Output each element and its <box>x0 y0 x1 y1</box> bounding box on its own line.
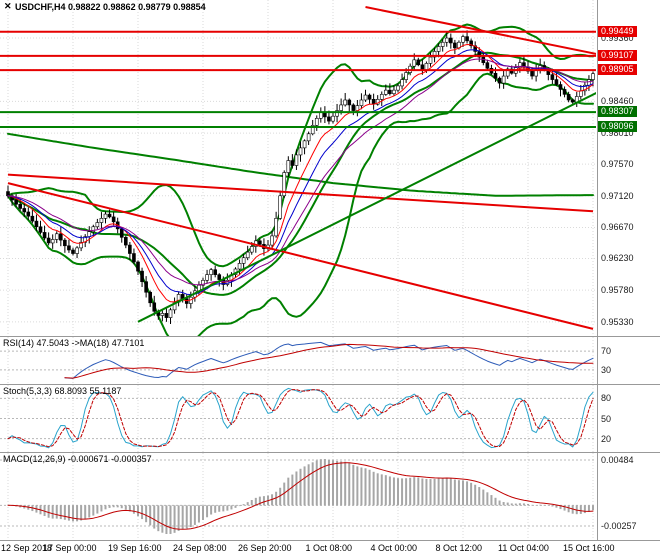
price-tick-label: 0.98460 <box>601 96 634 107</box>
time-tick-label: 19 Sep 16:00 <box>108 543 162 553</box>
stoch-level-label: 80 <box>601 393 612 404</box>
price-marker-badge: 0.99449 <box>598 25 637 37</box>
bollinger-upper-band <box>7 23 594 268</box>
price-tick-label: 0.99360 <box>601 33 634 44</box>
ema-fast-line <box>7 44 594 303</box>
panel-separator <box>0 384 660 385</box>
stoch-panel[interactable] <box>0 385 660 452</box>
price-tick-label: 0.97570 <box>601 159 634 170</box>
stoch-d-line <box>7 389 594 448</box>
macd-signal-line <box>7 462 594 530</box>
trendline-descending-major[interactable] <box>7 182 594 330</box>
price-scale-column[interactable] <box>597 0 598 540</box>
rsi-level-label: 70 <box>601 346 612 357</box>
price-tick-label: 0.98010 <box>601 128 634 139</box>
price-marker-badge: 0.99107 <box>598 49 637 61</box>
ema-slow-line <box>7 58 594 286</box>
panel-separator <box>0 336 660 337</box>
ema-mid-line <box>7 49 594 296</box>
time-tick-label: 4 Oct 00:00 <box>370 543 418 553</box>
stoch-title: Stoch(5,3,3) 68.8093 55.1187 <box>3 386 122 396</box>
stoch-level-label: 50 <box>601 413 612 424</box>
time-tick-label: 26 Sep 20:00 <box>238 543 292 553</box>
grid-lines <box>0 0 596 336</box>
chart-title: USDCHF,H4 0.98822 0.98862 0.98779 0.9885… <box>15 2 206 12</box>
trendline-ascending-support[interactable] <box>137 82 617 323</box>
rsi-line <box>64 341 594 379</box>
price-tick-label: 0.96230 <box>601 253 634 264</box>
time-tick-label: 8 Oct 12:00 <box>435 543 483 553</box>
panel-separator <box>0 540 660 541</box>
rsi-ma-line <box>64 343 594 379</box>
price-marker-badge: 0.98096 <box>598 121 637 133</box>
candles <box>6 30 595 324</box>
trendline-descending-mid[interactable] <box>7 173 594 213</box>
time-tick-label: 1 Oct 08:00 <box>305 543 353 553</box>
price-tick-label: 0.96670 <box>601 222 634 233</box>
time-tick-label: 11 Oct 04:00 <box>498 543 549 553</box>
price-tick-label: 0.97120 <box>601 190 634 201</box>
rsi-title: RSI(14) 47.5043 ->MA(18) 47.7101 <box>3 338 145 348</box>
time-tick-label: 17 Sep 00:00 <box>43 543 97 553</box>
trendline-descending-top[interactable] <box>365 6 626 60</box>
macd-title: MACD(12,26,9) -0.000671 -0.000357 <box>3 454 152 464</box>
price-tick-label: 0.95780 <box>601 285 634 296</box>
stoch-level-label: 20 <box>601 433 612 444</box>
time-tick-label: 24 Sep 08:00 <box>173 543 227 553</box>
time-tick-label: 15 Oct 16:00 <box>563 543 615 553</box>
close-icon[interactable]: ✕ <box>4 1 12 11</box>
macd-tick-label: -0.00257 <box>601 521 637 531</box>
bollinger-middle-band <box>7 51 594 296</box>
main-price-panel[interactable] <box>0 0 660 336</box>
macd-histogram <box>11 459 594 534</box>
macd-tick-label: 0.00484 <box>601 455 634 465</box>
rsi-level-label: 30 <box>601 364 612 375</box>
price-tick-label: 0.95330 <box>601 316 634 327</box>
rsi-panel[interactable] <box>0 337 660 384</box>
price-marker-badge: 0.98307 <box>598 106 637 118</box>
price-marker-badge: 0.98905 <box>598 64 637 76</box>
time-tick-label: 12 Sep 2018 <box>1 543 53 553</box>
panel-separator <box>0 452 660 453</box>
macd-panel[interactable] <box>0 453 660 540</box>
